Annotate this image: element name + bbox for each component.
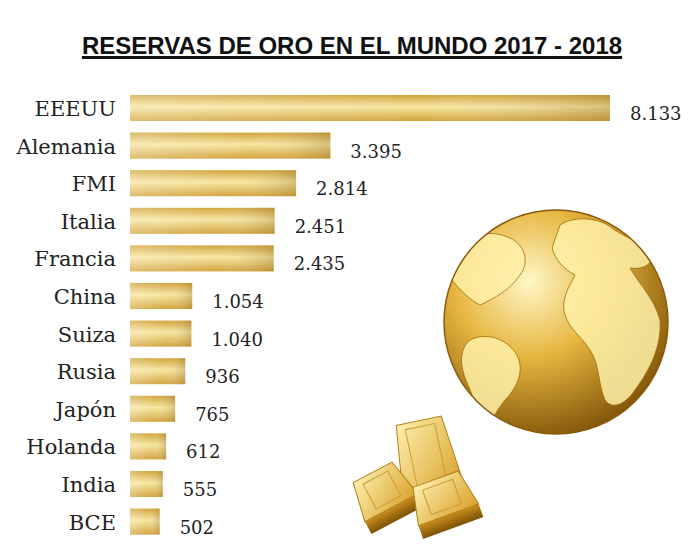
chart-container: RESERVAS DE ORO EN EL MUNDO 2017 - 2018 E… [0,0,697,551]
data-label: 1.054 [212,291,264,312]
category-label: India [62,473,117,497]
bar-shade [130,208,275,234]
gold-bars-decoration [346,414,483,539]
category-label: BCE [69,511,116,535]
globe-decoration [444,210,668,434]
data-label: 2.451 [295,216,347,237]
bar [130,283,192,309]
labels: EEEUU 8.133 Alemania 3.395 FMI 2.814 Italia 2.4… [15,97,681,538]
category-label: Japón [53,398,116,422]
bar-shade [130,170,296,196]
chart-svg: RESERVAS DE ORO EN EL MUNDO 2017 - 2018 E… [0,0,697,551]
category-label: FMI [72,172,116,196]
bar-shade [130,509,160,535]
category-label: Italia [61,210,116,234]
bars [130,95,610,535]
category-label: Suiza [58,323,116,347]
data-label: 765 [195,404,229,425]
bar-shade [130,433,166,459]
bar-shade [130,396,175,422]
bar-shade [130,95,610,121]
category-label: China [54,285,116,309]
data-label: 502 [180,517,214,538]
data-label: 612 [186,441,220,462]
bar [130,509,160,535]
bar-shade [130,321,191,347]
bar-shade [130,358,185,384]
data-label: 2.814 [316,178,368,199]
bar [130,133,330,159]
chart-title: RESERVAS DE ORO EN EL MUNDO 2017 - 2018 [82,32,622,59]
category-label: Rusia [57,360,116,384]
category-label: Holanda [26,435,116,459]
bar [130,396,175,422]
data-label: 2.435 [294,253,346,274]
data-label: 1.040 [211,329,263,350]
bar-shade [130,471,163,497]
data-label: 555 [183,479,217,500]
bar [130,358,185,384]
category-label: Francia [34,247,116,271]
category-label: EEEUU [35,97,116,121]
data-label: 8.133 [630,103,682,124]
bar [130,245,274,271]
bar [130,471,163,497]
category-label: Alemania [15,135,116,159]
bar-shade [130,133,330,159]
bar [130,433,166,459]
bar [130,321,191,347]
bar-shade [130,245,274,271]
title-underline [82,57,622,59]
bar [130,208,275,234]
data-label: 936 [205,366,239,387]
data-label: 3.395 [350,141,402,162]
bar-shade [130,283,192,309]
bar [130,170,296,196]
bar [130,95,610,121]
